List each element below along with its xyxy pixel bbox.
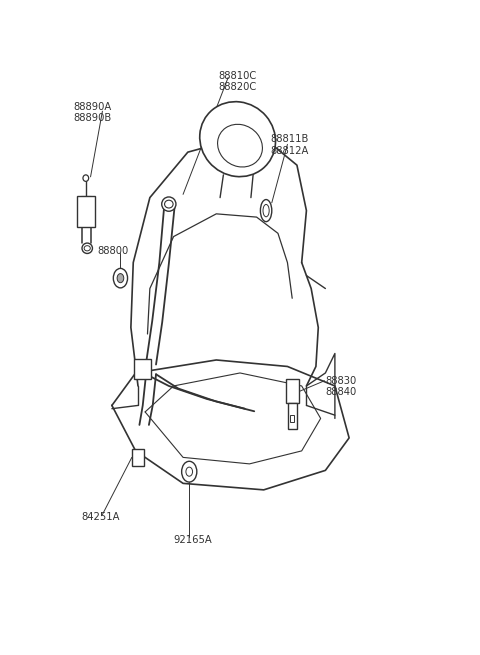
Text: 88820C: 88820C <box>219 83 257 92</box>
Bar <box>290 415 294 422</box>
Circle shape <box>134 452 142 462</box>
Text: 88830: 88830 <box>325 376 357 386</box>
Bar <box>288 403 297 430</box>
Text: 88812A: 88812A <box>271 146 309 156</box>
Ellipse shape <box>83 175 89 181</box>
Ellipse shape <box>82 243 93 253</box>
Bar <box>286 379 299 403</box>
Text: 84251A: 84251A <box>81 512 120 522</box>
Bar <box>77 196 95 227</box>
Text: 88890A: 88890A <box>73 102 111 112</box>
Text: 88890B: 88890B <box>73 113 111 123</box>
Text: 88811B: 88811B <box>271 134 309 144</box>
Ellipse shape <box>200 102 276 177</box>
Circle shape <box>181 461 197 482</box>
Ellipse shape <box>217 124 263 167</box>
Ellipse shape <box>165 200 173 208</box>
Ellipse shape <box>162 197 176 212</box>
Bar <box>132 449 144 466</box>
Ellipse shape <box>84 246 90 251</box>
Circle shape <box>117 274 124 283</box>
Circle shape <box>113 269 128 288</box>
Bar <box>134 359 151 379</box>
Text: 92165A: 92165A <box>174 535 212 545</box>
Text: 88800: 88800 <box>97 246 129 256</box>
Circle shape <box>186 467 192 476</box>
Text: 88810C: 88810C <box>219 71 257 81</box>
Ellipse shape <box>263 204 269 217</box>
Text: 88840: 88840 <box>325 388 357 398</box>
Ellipse shape <box>261 200 272 221</box>
